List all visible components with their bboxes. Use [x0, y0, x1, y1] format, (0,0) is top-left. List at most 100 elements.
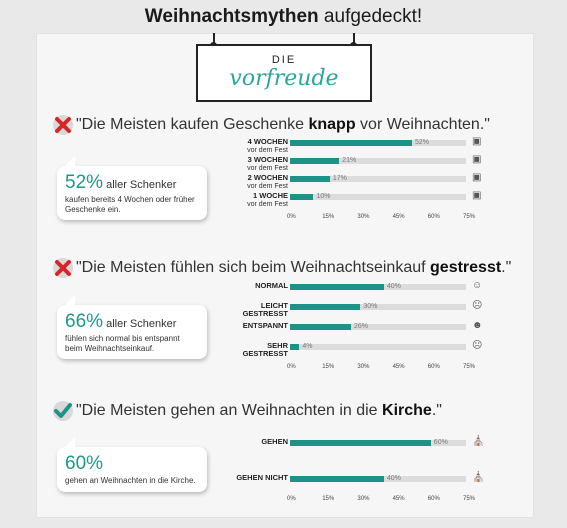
tick-label: 75% — [463, 496, 476, 502]
bar-track: 60% — [290, 439, 466, 446]
bar — [290, 284, 384, 290]
headline-1: "Die Meisten kaufen Geschenke knapp vor … — [76, 116, 490, 133]
bar-track: 40% — [290, 283, 466, 290]
bar-label: GEHEN NICHT — [236, 473, 288, 482]
bar-value-label: 17% — [332, 175, 347, 182]
headline-3: "Die Meisten gehen an Weihnachten in die… — [76, 402, 442, 419]
bar-value-label: 30% — [363, 303, 378, 310]
bar — [290, 194, 314, 200]
bar-row: 4 WOCHEN vor dem Fest 52% ▣ — [228, 136, 488, 158]
bar-value-label: 40% — [386, 283, 401, 290]
page-title: Weihnachtsmythen aufgedeckt! — [144, 6, 423, 27]
bar-label: 4 WOCHEN — [247, 137, 288, 146]
bar-value-label: 21% — [342, 157, 357, 164]
stat-bubble-2: 66% aller Schenker fühlen sich normal bi… — [57, 294, 207, 360]
bar-track: 30% — [290, 303, 466, 310]
bar-label: NORMAL — [255, 281, 288, 290]
tick-label: 45% — [392, 364, 405, 370]
bar-value-label: 10% — [316, 193, 331, 200]
bar-label: 2 WOCHEN — [247, 173, 288, 182]
bar-label: LEICHT GESTRESST — [242, 301, 288, 319]
tick-label: 15% — [322, 496, 335, 502]
bar-row: GEHEN NICHT 40% ⛪ — [228, 472, 488, 494]
face-icon: ☹ — [472, 340, 483, 351]
bar — [290, 344, 300, 350]
tick-label: 30% — [357, 214, 370, 220]
gift-icon: ▣ — [472, 136, 482, 147]
tick-label: 60% — [427, 214, 440, 220]
tick-label: 15% — [322, 364, 335, 370]
bar — [290, 176, 330, 182]
tick-label: 45% — [392, 496, 405, 502]
bar-row: LEICHT GESTRESST 30% ☹ — [228, 300, 488, 322]
bar-track: 17% — [290, 175, 466, 182]
bar-sublabel: vor dem Fest — [247, 183, 288, 190]
bar — [290, 324, 351, 330]
bar-track: 4% — [290, 343, 466, 350]
bar-row: 3 WOCHEN vor dem Fest 21% ▣ — [228, 154, 488, 176]
bar-value-label: 60% — [433, 439, 448, 446]
tick-label: 75% — [463, 364, 476, 370]
bar-value-label: 52% — [415, 139, 430, 146]
bar-label: 3 WOCHEN — [247, 155, 288, 164]
check-icon — [53, 401, 73, 421]
bar — [290, 304, 361, 310]
sign-string-right — [353, 33, 355, 46]
bar-value-label: 4% — [302, 343, 313, 350]
tick-label: 60% — [427, 496, 440, 502]
gift-icon: ▣ — [472, 172, 482, 183]
bar-row: SEHR GESTRESST 4% ☹ — [228, 340, 488, 362]
sign-script: vorfreude — [229, 66, 339, 91]
bar-row: ENTSPANNT 26% ☻ — [228, 320, 488, 342]
stat-bubble-3: 60% gehen an Weihnachten in die Kirche. — [57, 437, 207, 492]
bar-value-label: 40% — [386, 475, 401, 482]
bar-label: 1 WOCHE — [252, 191, 288, 200]
bar-row: NORMAL 40% ☺ — [228, 280, 488, 302]
bar-sublabel: vor dem Fest — [247, 147, 288, 154]
tick-label: 30% — [357, 496, 370, 502]
gift-icon: ▣ — [472, 154, 482, 165]
tick-label: 30% — [357, 364, 370, 370]
bar-track: 21% — [290, 157, 466, 164]
bar — [290, 158, 340, 164]
tick-label: 15% — [322, 214, 335, 220]
bar-track: 52% — [290, 139, 466, 146]
content-panel — [36, 33, 534, 518]
church-icon: ⛪ — [472, 436, 485, 447]
church-icon: ⛪ — [472, 472, 485, 483]
tick-label: 0% — [287, 496, 296, 502]
bar-track: 40% — [290, 475, 466, 482]
sign-die: DIE — [271, 54, 297, 66]
cross-icon — [53, 115, 73, 135]
bar-label: ENTSPANNT — [242, 321, 288, 330]
face-icon: ☺ — [472, 280, 483, 291]
tick-label: 75% — [463, 214, 476, 220]
headline-2: "Die Meisten fühlen sich beim Weihnachts… — [76, 259, 512, 276]
bar-row: 1 WOCHE vor dem Fest 10% ▣ — [228, 190, 488, 212]
bar-sublabel: vor dem Fest — [247, 201, 288, 208]
tick-label: 45% — [392, 214, 405, 220]
face-icon: ☹ — [472, 300, 483, 311]
gift-icon: ▣ — [472, 190, 482, 201]
vorfreude-sign: DIE vorfreude — [196, 44, 372, 102]
bar-sublabel: vor dem Fest — [247, 165, 288, 172]
x-axis: 0% 15% 30% 45% 60% 75% — [287, 214, 480, 222]
face-icon: ☻ — [472, 320, 483, 331]
bar-track: 26% — [290, 323, 466, 330]
x-axis: 0% 15% 30% 45% 60% 75% — [287, 496, 480, 504]
bar-row: 2 WOCHEN vor dem Fest 17% ▣ — [228, 172, 488, 194]
x-axis: 0% 15% 30% 45% 60% 75% — [287, 364, 480, 372]
bar-label: GEHEN — [261, 437, 288, 446]
sign-string-left — [213, 33, 215, 46]
bar-track: 10% — [290, 193, 466, 200]
bar — [290, 440, 431, 446]
bar — [290, 140, 413, 146]
tick-label: 0% — [287, 214, 296, 220]
tick-label: 60% — [427, 364, 440, 370]
bar-value-label: 26% — [354, 323, 369, 330]
tick-label: 0% — [287, 364, 296, 370]
cross-icon — [53, 258, 73, 278]
stat-bubble-1: 52% aller Schenker kaufen bereits 4 Woch… — [57, 155, 207, 221]
bar — [290, 476, 384, 482]
